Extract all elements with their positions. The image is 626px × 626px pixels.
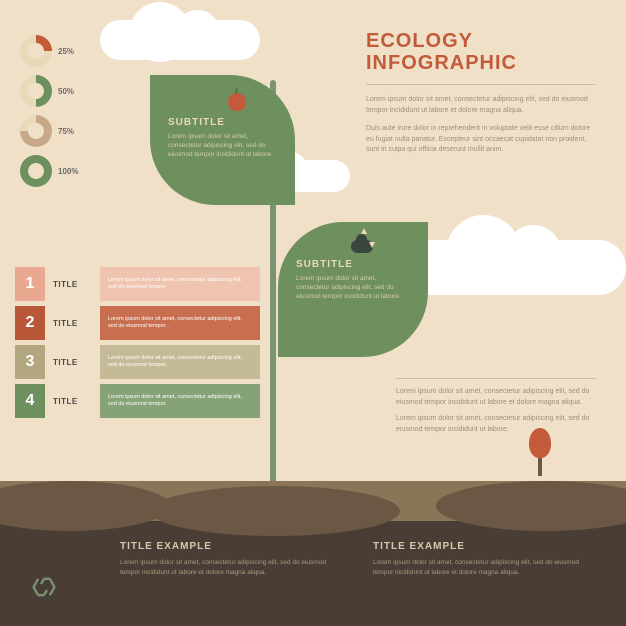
lower-paragraph: Lorem ipsum dolor sit amet, consectetur … (396, 414, 596, 435)
bar-title: TITLE (45, 384, 100, 418)
donut-50 (20, 75, 52, 107)
donut-row: 50% (20, 75, 78, 107)
footer-title: TITLE EXAMPLE (120, 541, 343, 552)
bar-number: 4 (15, 384, 45, 418)
bar-list: 1TITLELorem ipsum dolor sit amet, consec… (15, 267, 260, 418)
donut-label: 25% (58, 47, 74, 56)
footer-text: Lorem ipsum dolor sit amet, consectetur … (120, 558, 343, 578)
donut-label: 100% (58, 167, 78, 176)
bar-number: 2 (15, 306, 45, 340)
bar-row: 4TITLELorem ipsum dolor sit amet, consec… (15, 384, 260, 418)
footer-title: TITLE EXAMPLE (373, 541, 596, 552)
footer-column: TITLE EXAMPLE Lorem ipsum dolor sit amet… (373, 541, 596, 606)
bar-number: 3 (15, 345, 45, 379)
soil-footer: TITLE EXAMPLE Lorem ipsum dolor sit amet… (0, 481, 626, 626)
leaf-subtitle: SUBTITLE (296, 259, 410, 270)
footer-column: TITLE EXAMPLE Lorem ipsum dolor sit amet… (120, 541, 343, 606)
leaf-text: Lorem ipsum dolor sit amet, consectetur … (168, 132, 277, 159)
lower-text-block: Lorem ipsum dolor sit amet, consectetur … (396, 370, 596, 441)
donut-75 (20, 115, 52, 147)
bar-title: TITLE (45, 345, 100, 379)
bar-title: TITLE (45, 267, 100, 301)
apple-icon (228, 93, 246, 111)
tree-trunk (538, 458, 542, 476)
bar-row: 1TITLELorem ipsum dolor sit amet, consec… (15, 267, 260, 301)
bar-row: 2TITLELorem ipsum dolor sit amet, consec… (15, 306, 260, 340)
intro-paragraph: Lorem ipsum dolor sit amet, consectetur … (366, 95, 596, 116)
divider (396, 378, 596, 379)
bar-title: TITLE (45, 306, 100, 340)
divider (366, 84, 596, 85)
tree-crown (529, 428, 551, 458)
donut-label: 75% (58, 127, 74, 136)
footer-text: Lorem ipsum dolor sit amet, consectetur … (373, 558, 596, 578)
soil-deep-layer: TITLE EXAMPLE Lorem ipsum dolor sit amet… (0, 521, 626, 626)
donut-row: 100% (20, 155, 78, 187)
bar-number: 1 (15, 267, 45, 301)
soil-curve (150, 486, 400, 536)
donut-row: 75% (20, 115, 78, 147)
bar-text: Lorem ipsum dolor sit amet, consectetur … (100, 384, 260, 418)
page-title: ECOLOGYINFOGRAPHIC (366, 30, 596, 74)
lower-paragraph: Lorem ipsum dolor sit amet, consectetur … (396, 387, 596, 408)
bar-text: Lorem ipsum dolor sit amet, consectetur … (100, 267, 260, 301)
intro-paragraph: Duis aute irure dolor in reprehenderit i… (366, 124, 596, 156)
donut-25 (20, 35, 52, 67)
donut-label: 50% (58, 87, 74, 96)
cloud-decoration (100, 20, 260, 60)
leaf-subtitle: SUBTITLE (168, 117, 277, 128)
leaf-text: Lorem ipsum dolor sit amet, consectetur … (296, 274, 410, 301)
bar-text: Lorem ipsum dolor sit amet, consectetur … (100, 345, 260, 379)
cloud-decoration (406, 240, 626, 295)
title-block: ECOLOGYINFOGRAPHIC Lorem ipsum dolor sit… (366, 30, 596, 164)
donut-chart-group: 25% 50% 75% 100% (20, 35, 78, 187)
cloud-arrows-icon (351, 240, 373, 253)
recycle-icon (30, 573, 58, 606)
tree-decoration (529, 428, 551, 476)
donut-100 (20, 155, 52, 187)
infographic-canvas: { "title": {"line1":"ECOLOGY","line2":"I… (0, 0, 626, 626)
donut-row: 25% (20, 35, 78, 67)
bar-row: 3TITLELorem ipsum dolor sit amet, consec… (15, 345, 260, 379)
leaf-card-1: SUBTITLE Lorem ipsum dolor sit amet, con… (150, 75, 295, 205)
bar-text: Lorem ipsum dolor sit amet, consectetur … (100, 306, 260, 340)
leaf-card-2: SUBTITLE Lorem ipsum dolor sit amet, con… (278, 222, 428, 357)
